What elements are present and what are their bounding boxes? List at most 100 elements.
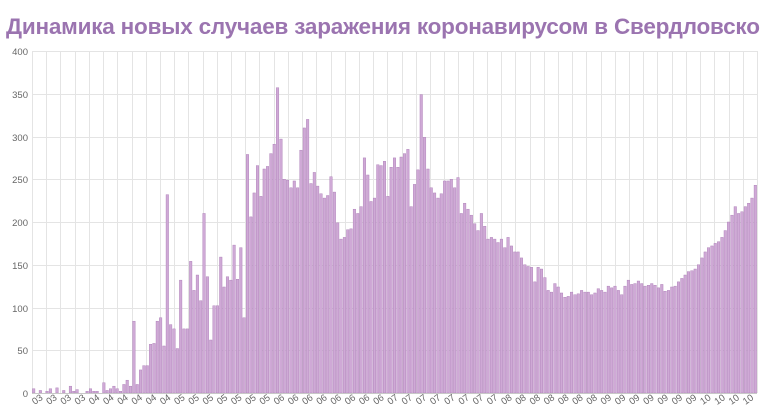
bar [149, 344, 153, 394]
bar [266, 166, 270, 394]
bar [730, 214, 734, 394]
bar [139, 369, 143, 394]
bar [540, 268, 543, 394]
bar [379, 165, 383, 394]
x-tick-label: 07 [471, 392, 486, 407]
bar [740, 211, 744, 394]
bar [169, 324, 173, 394]
bar [503, 247, 507, 394]
bar [556, 286, 560, 394]
x-tick-label: 06 [343, 392, 358, 407]
bar [660, 284, 664, 394]
bar-series [32, 87, 757, 394]
chart-title: Динамика новых случаев заражения коронав… [6, 14, 760, 39]
bar [426, 168, 430, 394]
bar [526, 266, 530, 394]
bar [222, 286, 226, 394]
bar [209, 339, 213, 394]
bar [479, 213, 483, 394]
bar [703, 251, 707, 394]
bar [155, 320, 159, 394]
bar [656, 287, 660, 394]
bar [316, 185, 320, 394]
bar [506, 237, 510, 394]
x-tick-label: 06 [357, 392, 372, 407]
x-tick-label: 04 [115, 392, 130, 407]
bar [423, 137, 427, 394]
bar [586, 291, 590, 394]
bar [650, 283, 654, 394]
bar [630, 284, 634, 394]
bar [62, 390, 66, 394]
bar [406, 149, 410, 394]
bar [653, 285, 657, 394]
bar [680, 278, 684, 394]
bar [453, 187, 457, 394]
bar [493, 238, 497, 394]
y-tick-label: 100 [12, 304, 28, 315]
bar [95, 391, 99, 394]
bar [713, 243, 717, 394]
bar [700, 257, 704, 394]
bar [145, 365, 149, 394]
bar [620, 294, 624, 394]
bar [636, 280, 640, 394]
bar [32, 388, 36, 394]
bar [566, 296, 570, 394]
x-tick-label: 05 [215, 392, 230, 407]
bar [419, 94, 423, 394]
bar [172, 328, 176, 394]
bar [509, 245, 513, 394]
bar [192, 290, 196, 394]
bar [710, 245, 714, 394]
bar [342, 237, 346, 394]
bar [235, 279, 239, 394]
bar [707, 247, 711, 394]
bar [683, 274, 687, 394]
x-tick-label: 09 [670, 392, 685, 407]
y-tick-label: 300 [12, 133, 28, 144]
bar [530, 267, 533, 394]
y-tick-label: 350 [12, 90, 28, 101]
bar [38, 390, 42, 394]
bar [496, 242, 500, 394]
bar [466, 208, 470, 394]
bar [733, 206, 737, 394]
bar [346, 229, 350, 394]
bar [570, 291, 574, 394]
bar [279, 138, 283, 394]
bar [737, 213, 741, 394]
bar [580, 290, 584, 394]
bar [720, 237, 724, 394]
bar [179, 279, 183, 394]
x-tick-label: 07 [442, 392, 457, 407]
bar [142, 365, 146, 394]
bar [129, 385, 133, 394]
x-tick-label: 09 [599, 392, 614, 407]
bar [329, 176, 333, 394]
x-tick-label: 05 [229, 392, 244, 407]
bar [135, 384, 139, 394]
bar [690, 270, 694, 394]
y-tick-label: 50 [17, 346, 28, 357]
bar [48, 388, 52, 394]
bar [352, 208, 356, 394]
bar [362, 157, 366, 394]
bar [750, 197, 754, 394]
x-tick-label: 07 [428, 392, 443, 407]
bar [563, 297, 567, 394]
bar [162, 345, 166, 394]
bar [366, 174, 370, 394]
bar [743, 206, 747, 394]
bar [45, 391, 49, 394]
bar [225, 276, 229, 394]
bar [616, 290, 620, 394]
bar [697, 264, 701, 394]
x-tick-label: 09 [613, 392, 628, 407]
bar [252, 192, 256, 394]
x-tick-label: 05 [187, 392, 202, 407]
bar [593, 292, 597, 394]
bar [376, 164, 380, 394]
bar [623, 285, 627, 394]
bar [396, 167, 400, 394]
